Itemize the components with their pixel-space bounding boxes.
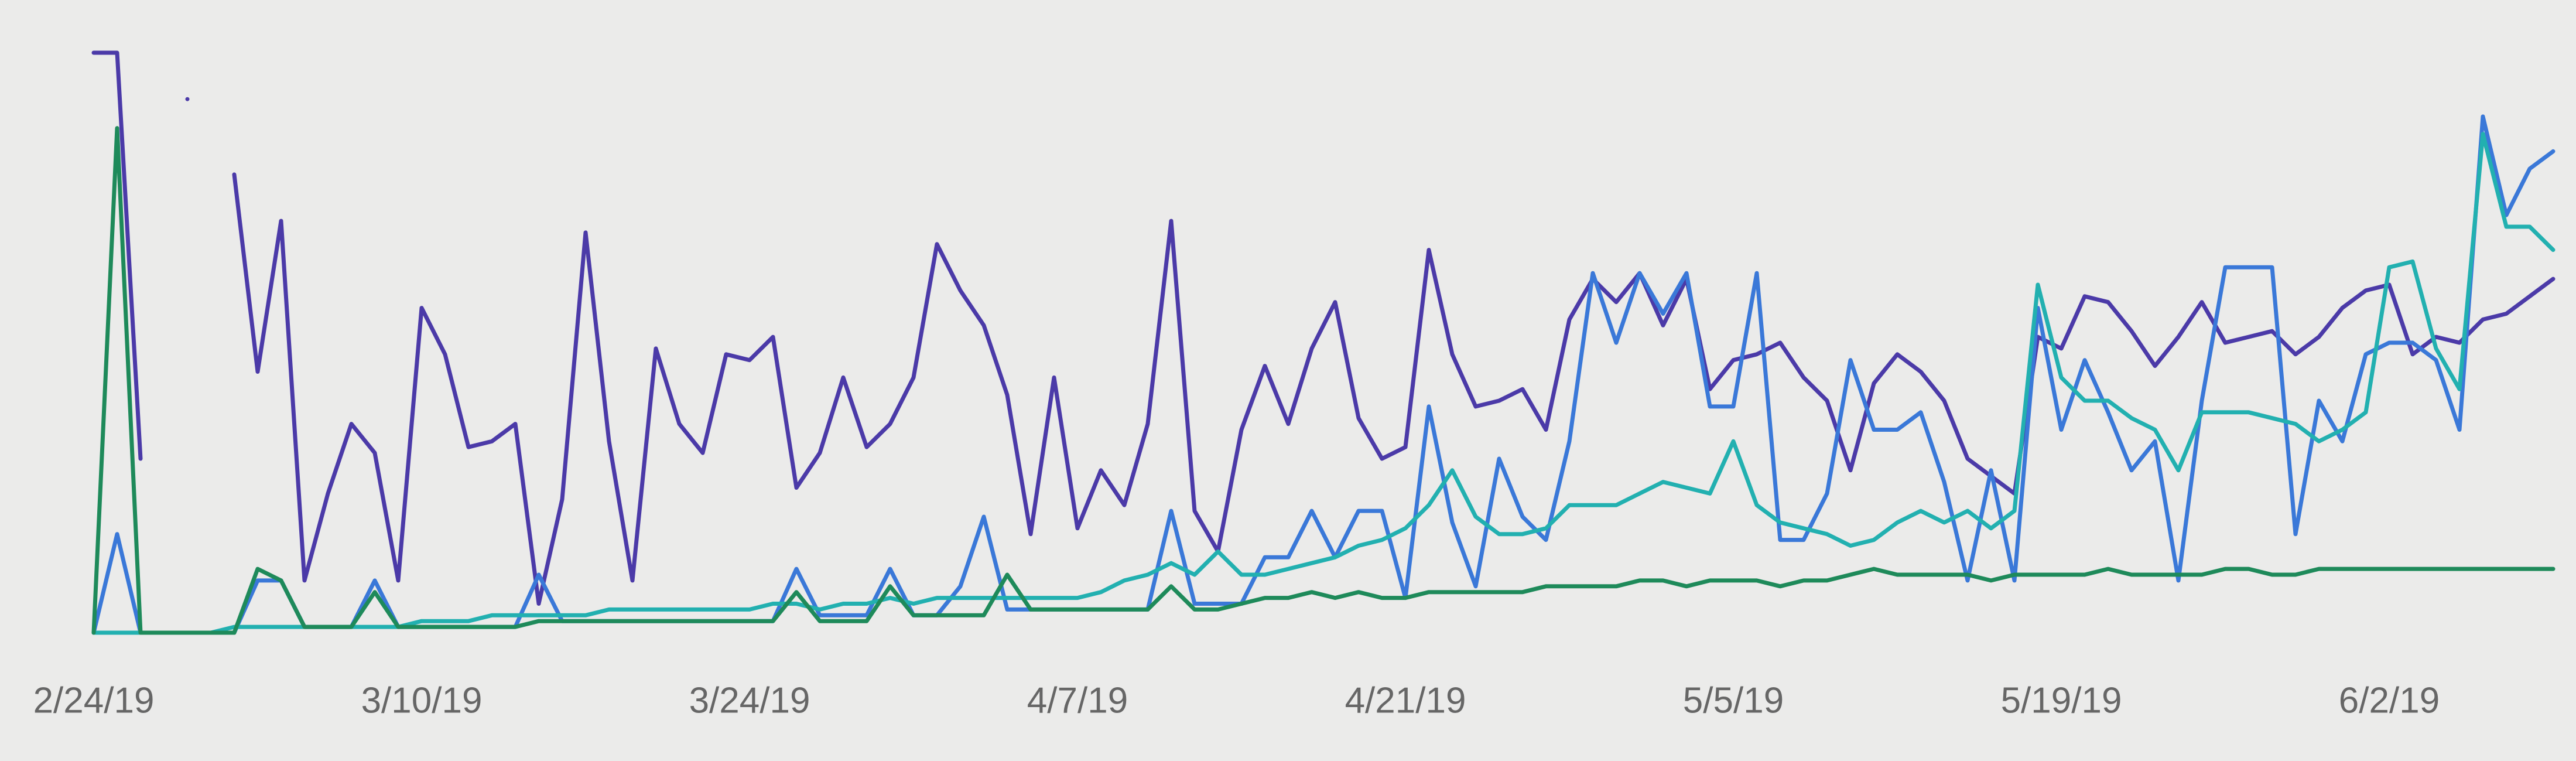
series-line [91, 132, 2556, 635]
x-tick-label: 3/24/19 [689, 680, 810, 721]
series-line [91, 126, 2556, 635]
x-tick-label: 4/7/19 [1027, 680, 1128, 721]
x-tick-label: 5/19/19 [2001, 680, 2122, 721]
x-tick-label: 5/5/19 [1683, 680, 1784, 721]
series-line [91, 114, 2556, 635]
series-line [91, 50, 2556, 606]
x-tick-label: 2/24/19 [33, 680, 155, 721]
x-tick-label: 6/2/19 [2339, 680, 2440, 721]
x-tick-label: 4/21/19 [1345, 680, 1466, 721]
x-tick-label: 3/10/19 [361, 680, 483, 721]
